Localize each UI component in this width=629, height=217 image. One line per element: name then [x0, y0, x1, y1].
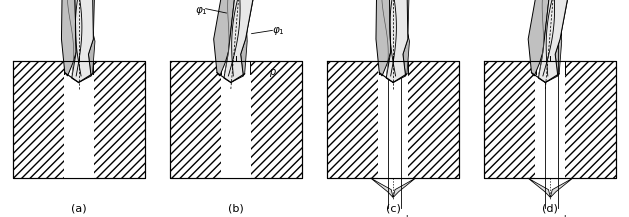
Polygon shape: [550, 178, 573, 197]
Text: (c): (c): [386, 203, 401, 213]
Text: o₁': o₁': [397, 215, 409, 217]
Bar: [327, 61, 459, 178]
Polygon shape: [393, 178, 416, 197]
Text: $\varphi_1$: $\varphi_1$: [195, 5, 208, 17]
Polygon shape: [398, 0, 409, 76]
Polygon shape: [62, 0, 76, 76]
Polygon shape: [528, 178, 550, 197]
Polygon shape: [528, 0, 552, 76]
Polygon shape: [386, 0, 409, 82]
Text: (d): (d): [542, 203, 559, 213]
Polygon shape: [555, 0, 572, 76]
Bar: [535, 61, 565, 178]
Bar: [64, 61, 94, 178]
Polygon shape: [83, 0, 95, 76]
Bar: [484, 61, 616, 178]
Text: p: p: [269, 67, 276, 77]
Text: o₁': o₁': [554, 215, 567, 217]
Bar: [13, 61, 145, 178]
Text: o₁: o₁: [538, 215, 548, 217]
Polygon shape: [241, 0, 257, 76]
Bar: [170, 61, 302, 178]
Text: (a): (a): [71, 203, 86, 213]
Bar: [221, 61, 251, 178]
Bar: [378, 61, 408, 178]
Polygon shape: [376, 0, 391, 76]
Polygon shape: [538, 0, 572, 82]
Text: (b): (b): [228, 203, 244, 213]
Polygon shape: [72, 0, 95, 82]
Text: $\varphi_1$: $\varphi_1$: [272, 25, 285, 38]
Polygon shape: [214, 0, 237, 76]
Text: o₁: o₁: [381, 215, 391, 217]
Polygon shape: [224, 0, 257, 82]
Polygon shape: [370, 178, 393, 197]
